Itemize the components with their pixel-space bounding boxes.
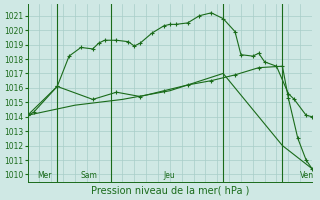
Text: Sam: Sam [81, 171, 98, 180]
Text: Jeu: Jeu [164, 171, 176, 180]
Text: Mer: Mer [37, 171, 52, 180]
Text: Ven: Ven [300, 171, 314, 180]
X-axis label: Pression niveau de la mer( hPa ): Pression niveau de la mer( hPa ) [91, 186, 249, 196]
